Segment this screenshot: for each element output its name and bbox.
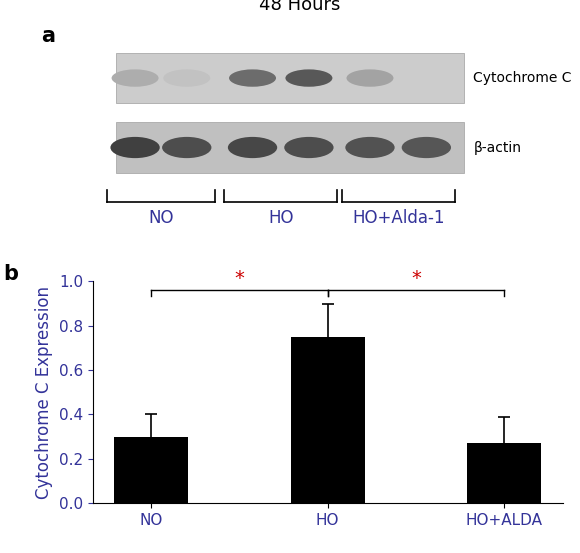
Ellipse shape bbox=[402, 137, 451, 158]
Y-axis label: Cytochrome C Expression: Cytochrome C Expression bbox=[35, 286, 53, 499]
Text: NO: NO bbox=[148, 209, 173, 227]
Ellipse shape bbox=[162, 137, 212, 158]
FancyBboxPatch shape bbox=[116, 122, 464, 173]
Ellipse shape bbox=[229, 69, 276, 87]
Ellipse shape bbox=[285, 69, 332, 87]
Ellipse shape bbox=[345, 137, 394, 158]
Text: *: * bbox=[411, 269, 421, 288]
Bar bbox=[291, 337, 365, 503]
Text: HO: HO bbox=[268, 209, 293, 227]
Ellipse shape bbox=[111, 69, 158, 87]
Text: a: a bbox=[41, 26, 55, 46]
Text: Cytochrome C: Cytochrome C bbox=[473, 71, 572, 85]
Ellipse shape bbox=[284, 137, 334, 158]
Text: b: b bbox=[3, 264, 19, 284]
Text: HO+Alda-1: HO+Alda-1 bbox=[352, 209, 444, 227]
FancyBboxPatch shape bbox=[116, 53, 464, 103]
Ellipse shape bbox=[110, 137, 160, 158]
Text: β-actin: β-actin bbox=[473, 140, 521, 154]
Bar bbox=[467, 444, 541, 503]
Ellipse shape bbox=[228, 137, 277, 158]
Text: *: * bbox=[234, 269, 244, 288]
Ellipse shape bbox=[346, 69, 393, 87]
Ellipse shape bbox=[164, 69, 210, 87]
Ellipse shape bbox=[403, 69, 450, 87]
Text: 48 Hours: 48 Hours bbox=[259, 0, 340, 14]
Bar bbox=[114, 437, 188, 503]
